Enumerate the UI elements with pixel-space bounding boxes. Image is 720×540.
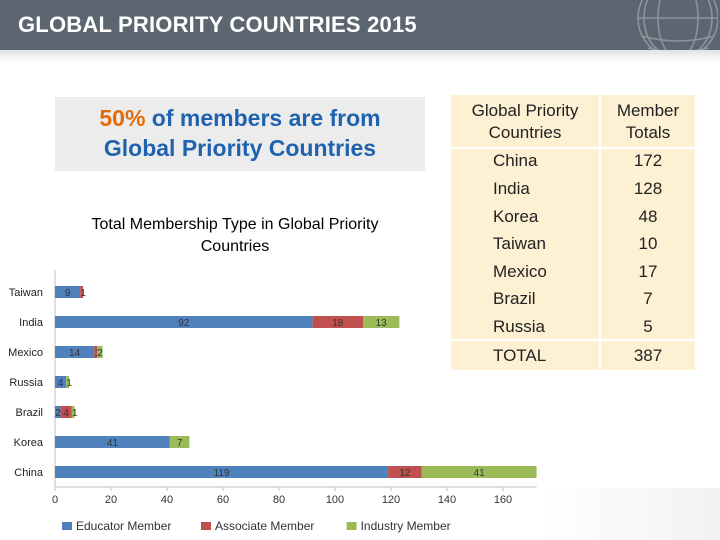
corner-shade — [540, 488, 720, 540]
data-label: 12 — [399, 468, 411, 479]
total-value: 387 — [633, 346, 663, 365]
x-tick-label: 160 — [494, 494, 512, 506]
data-label: 4 — [58, 378, 64, 389]
x-tick-label: 60 — [217, 494, 229, 506]
x-tick-label: 120 — [382, 494, 400, 506]
category-label: Taiwan — [9, 287, 43, 299]
table-total-row: TOTAL 387 — [451, 342, 695, 368]
category-label: Korea — [14, 437, 44, 449]
bar-educator-member — [55, 346, 95, 358]
chart-title: Total Membership Type in Global Priority… — [91, 216, 379, 255]
slide-title: GLOBAL PRIORITY COUNTRIES 2015 — [18, 12, 417, 37]
row-country: Brazil — [493, 289, 536, 308]
member-totals-table: Global Priority Countries Member Totals … — [451, 95, 695, 370]
table-row: Mexico 17 — [451, 258, 695, 284]
row-country: Russia — [493, 317, 545, 336]
bar-educator-member — [55, 316, 313, 328]
bar-industry-member — [66, 376, 69, 388]
data-label: 7 — [177, 438, 183, 449]
row-country: India — [493, 179, 530, 198]
category-label: Brazil — [15, 407, 43, 419]
table-row: China 172 — [451, 147, 695, 173]
total-label: TOTAL — [493, 346, 547, 365]
bar-associate-member — [94, 346, 97, 358]
data-label: 119 — [214, 468, 230, 479]
callout-percent: 50% — [99, 105, 146, 131]
row-total: 48 — [638, 207, 658, 226]
bar-associate-member — [312, 316, 363, 328]
x-tick-label: 40 — [161, 494, 173, 506]
row-country: Taiwan — [493, 234, 546, 253]
data-label: 18 — [332, 318, 344, 329]
legend-swatch — [201, 522, 211, 530]
row-country: Mexico — [493, 262, 547, 281]
bar-educator-member — [55, 286, 81, 298]
bar-associate-member — [60, 406, 72, 418]
row-total: 10 — [638, 234, 658, 253]
callout-line1: of members are from — [145, 105, 381, 131]
bar-educator-member — [55, 406, 61, 418]
row-total: 17 — [638, 262, 658, 281]
bar-industry-member — [363, 316, 400, 328]
row-total: 7 — [643, 289, 653, 308]
category-label: India — [19, 317, 44, 329]
data-label: 2 — [55, 408, 61, 419]
data-label: 41 — [474, 468, 486, 479]
x-tick-label: 80 — [273, 494, 285, 506]
header-countries: Global Priority Countries — [471, 101, 579, 142]
header-gradient — [0, 50, 720, 62]
total-divider — [451, 339, 695, 341]
x-tick-label: 0 — [52, 494, 58, 506]
bar-educator-member — [55, 466, 389, 478]
row-country: China — [493, 151, 538, 170]
data-label: 92 — [178, 318, 190, 329]
x-tick-label: 100 — [326, 494, 344, 506]
column-divider — [599, 95, 601, 370]
row-country: Korea — [493, 207, 539, 226]
data-label: 2 — [97, 348, 103, 359]
data-label: 1 — [80, 288, 86, 299]
legend-label: Associate Member — [215, 519, 314, 533]
legend-swatch — [62, 522, 72, 530]
bar-educator-member — [55, 376, 67, 388]
legend-swatch — [346, 522, 357, 530]
callout-line2: Global Priority Countries — [103, 135, 377, 161]
data-label: 9 — [65, 288, 71, 299]
bar-industry-member — [97, 346, 103, 358]
header-divider — [451, 147, 695, 149]
row-total: 128 — [633, 179, 663, 198]
category-label: China — [14, 467, 44, 479]
data-label: 13 — [376, 318, 388, 329]
bar-industry-member — [421, 466, 537, 478]
data-label: 1 — [72, 408, 78, 419]
table-row: Brazil 7 — [451, 285, 695, 311]
category-label: Mexico — [8, 347, 43, 359]
bar-educator-member — [55, 436, 170, 448]
x-tick-label: 20 — [105, 494, 117, 506]
data-label: 4 — [63, 408, 69, 419]
legend-label: Educator Member — [76, 519, 171, 533]
legend-label: Industry Member — [361, 519, 451, 533]
data-label: 1 — [66, 378, 72, 389]
bar-industry-member — [71, 406, 75, 418]
bar-associate-member — [80, 286, 83, 298]
bar-associate-member — [388, 466, 422, 478]
table-row: Taiwan 10 — [451, 230, 695, 256]
x-tick-label: 140 — [438, 494, 456, 506]
row-total: 172 — [633, 151, 663, 170]
table-row: Russia 5 — [451, 313, 695, 339]
category-label: Russia — [9, 377, 44, 389]
header-totals: Member Totals — [616, 101, 680, 142]
title-bar: GLOBAL PRIORITY COUNTRIES 2015 — [0, 0, 720, 56]
data-label: 41 — [107, 438, 119, 449]
table-row: India 128 — [451, 175, 695, 201]
data-label: 14 — [69, 348, 81, 359]
globe-icon — [637, 0, 718, 56]
bar-industry-member — [169, 436, 190, 448]
callout-box: 50% of members are from Global Priority … — [55, 97, 425, 171]
row-total: 5 — [643, 317, 653, 336]
table-row: Korea 48 — [451, 203, 695, 229]
